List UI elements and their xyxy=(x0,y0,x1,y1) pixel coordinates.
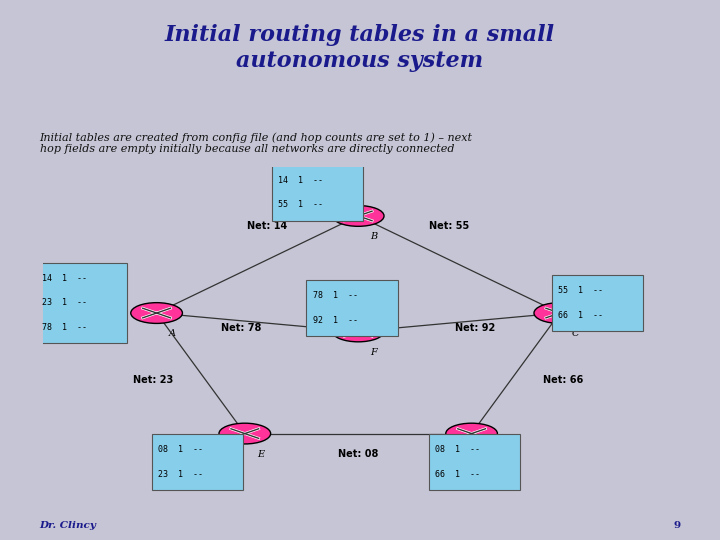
Ellipse shape xyxy=(333,206,384,226)
Text: Net: 08: Net: 08 xyxy=(338,449,379,458)
FancyBboxPatch shape xyxy=(429,434,521,490)
FancyBboxPatch shape xyxy=(306,280,397,336)
Text: Net: 14: Net: 14 xyxy=(247,221,287,231)
Text: 66  1  --: 66 1 -- xyxy=(436,470,480,478)
FancyBboxPatch shape xyxy=(552,275,643,331)
Text: Net: 55: Net: 55 xyxy=(429,221,469,231)
Text: F: F xyxy=(371,348,377,356)
Text: 08  1  --: 08 1 -- xyxy=(436,446,480,455)
Ellipse shape xyxy=(446,423,498,444)
Text: 23  1  --: 23 1 -- xyxy=(42,299,86,307)
Text: Net: 66: Net: 66 xyxy=(543,375,583,385)
Ellipse shape xyxy=(131,302,182,323)
FancyBboxPatch shape xyxy=(35,263,127,343)
Ellipse shape xyxy=(333,321,384,342)
Text: E: E xyxy=(257,450,264,458)
Text: 92  1  --: 92 1 -- xyxy=(312,315,358,325)
Text: Dr. Clincy: Dr. Clincy xyxy=(40,521,96,530)
Text: 23  1  --: 23 1 -- xyxy=(158,470,203,478)
Text: Net: 92: Net: 92 xyxy=(454,323,495,333)
Text: 14  1  --: 14 1 -- xyxy=(278,176,323,185)
Text: C: C xyxy=(572,329,580,338)
Ellipse shape xyxy=(534,302,585,323)
Text: 66  1  --: 66 1 -- xyxy=(558,310,603,320)
FancyBboxPatch shape xyxy=(271,164,363,221)
Text: 55  1  --: 55 1 -- xyxy=(278,200,323,209)
Ellipse shape xyxy=(219,423,271,444)
Text: Initial routing tables in a small
autonomous system: Initial routing tables in a small autono… xyxy=(165,24,555,72)
Text: 9: 9 xyxy=(673,521,680,530)
Text: B: B xyxy=(370,232,377,241)
Text: 55  1  --: 55 1 -- xyxy=(558,286,603,295)
Text: D: D xyxy=(483,450,491,458)
Text: 78  1  --: 78 1 -- xyxy=(42,322,86,332)
Text: Net: 23: Net: 23 xyxy=(133,375,174,385)
Text: 14  1  --: 14 1 -- xyxy=(42,274,86,284)
Text: A: A xyxy=(169,329,176,338)
Text: Initial tables are created from config file (and hop counts are set to 1) – next: Initial tables are created from config f… xyxy=(40,132,472,154)
FancyBboxPatch shape xyxy=(152,434,243,490)
Text: Net: 78: Net: 78 xyxy=(222,323,262,333)
Text: 78  1  --: 78 1 -- xyxy=(312,292,358,300)
Text: 08  1  --: 08 1 -- xyxy=(158,446,203,455)
